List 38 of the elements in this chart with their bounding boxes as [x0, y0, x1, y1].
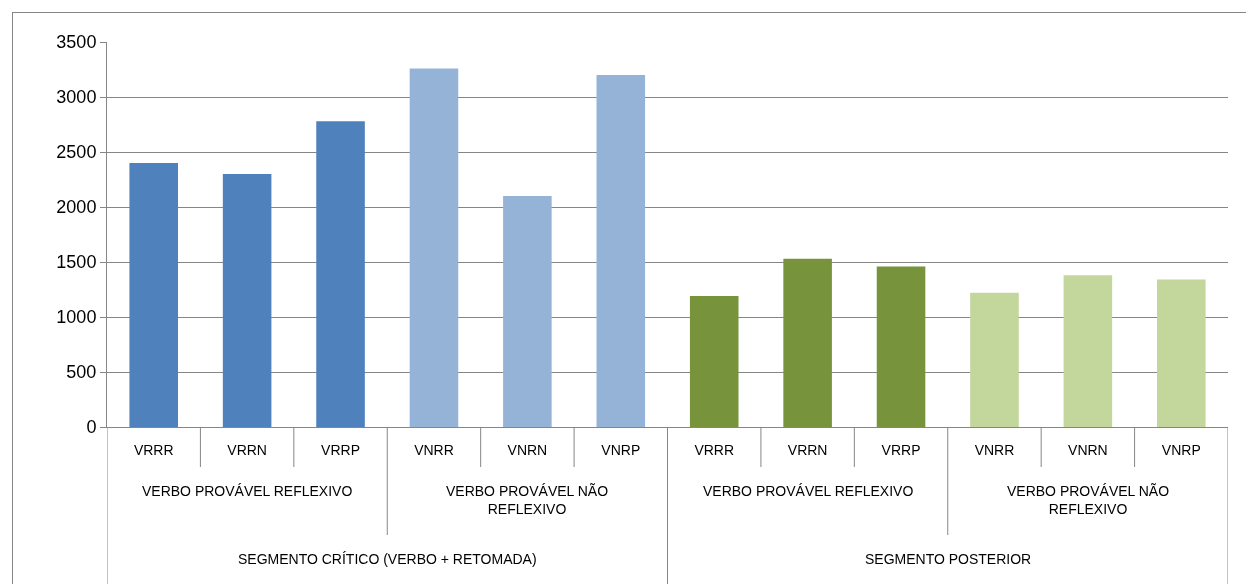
text: SEGMENTO POSTERIOR [865, 551, 1032, 567]
bar [316, 121, 365, 427]
bar [970, 292, 1019, 427]
y-tick-label: 1500 [56, 252, 97, 273]
x-tick-label: VRRP [881, 441, 921, 458]
bar [1063, 275, 1113, 427]
x-tick-label: VRRP [321, 441, 360, 458]
text: VERBO PROVÁVEL NÃO REFLEXIVO [446, 483, 609, 518]
text: VERBO PROVÁVEL REFLEXIVO [703, 483, 914, 499]
x-tick-label: VNRN [1068, 441, 1108, 458]
y-tick-label: 3000 [56, 87, 97, 108]
x-tick-label: VNRR [974, 441, 1015, 458]
bar [1157, 279, 1206, 427]
y-tick-label: 3500 [56, 32, 97, 53]
x-tick-label: VRRN [787, 441, 828, 458]
bar [129, 163, 178, 427]
x-tick-label: VNRP [1161, 441, 1201, 458]
x-tick-label: VNRR [414, 441, 454, 458]
bar [409, 68, 459, 427]
y-tick-label: 1000 [56, 307, 97, 328]
y-tick-label: 0 [86, 417, 97, 438]
x-tick-label: VRRN [227, 441, 267, 458]
bar [876, 266, 926, 427]
text: SEGMENTO CRÍTICO (VERBO + RETOMADA) [238, 551, 537, 567]
bar [503, 196, 552, 427]
x-tick-label: VNRN [507, 441, 548, 458]
y-tick-label: 500 [66, 362, 97, 383]
bar [689, 296, 739, 427]
y-tick-label: 2000 [56, 197, 97, 218]
bar [222, 174, 272, 427]
x-tick-label: VRRR [133, 441, 174, 458]
bar [783, 258, 832, 427]
x-tick-label: VRRR [694, 441, 735, 458]
text: VERBO PROVÁVEL NÃO REFLEXIVO [1007, 483, 1170, 518]
text: VERBO PROVÁVEL REFLEXIVO [142, 483, 353, 499]
y-tick-label: 2500 [56, 142, 97, 163]
x-tick-label: VNRP [601, 441, 641, 458]
bar [596, 75, 646, 427]
